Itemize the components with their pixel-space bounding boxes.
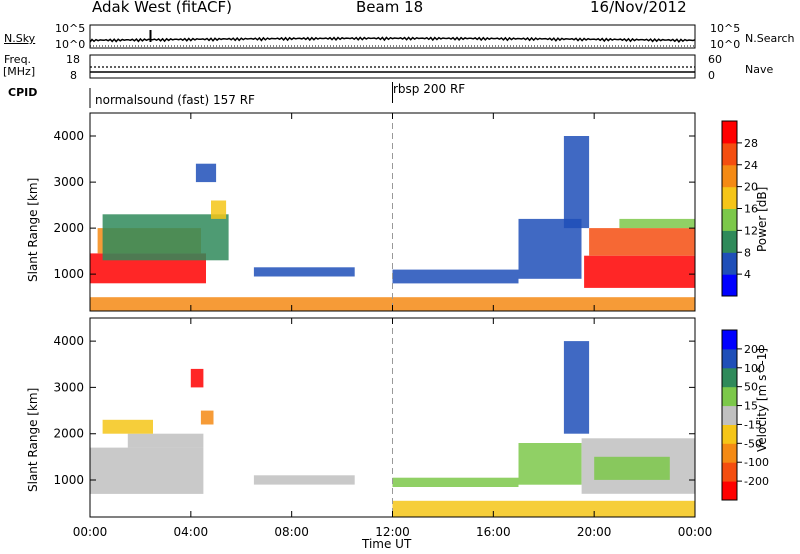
power-colorbar-tick-label: 28 bbox=[744, 137, 758, 150]
power-colorbar-segment bbox=[722, 186, 737, 209]
velocity-colorbar-segment bbox=[722, 405, 737, 425]
nave-tick-top: 60 bbox=[708, 53, 722, 66]
velocity-ytick-label: 2000 bbox=[53, 427, 84, 441]
velocity-ytick-label: 1000 bbox=[53, 473, 84, 487]
velocity-ytick-label: 4000 bbox=[53, 334, 84, 348]
cpid-segment-1: normalsound (fast) 157 RF bbox=[95, 93, 255, 107]
velocity-colorbar-segment bbox=[722, 424, 737, 444]
xtick-label: 20:00 bbox=[577, 525, 612, 539]
velocity-colorbar-tick-label: 50 bbox=[744, 381, 758, 394]
xtick-label: 08:00 bbox=[274, 525, 309, 539]
nsearch-tick-bottom: 10^0 bbox=[710, 38, 741, 51]
velocity-region-3 bbox=[190, 368, 204, 388]
power-colorbar-tick-label: 8 bbox=[744, 246, 751, 259]
power-region-2 bbox=[102, 214, 229, 261]
power-colorbar-segment bbox=[722, 121, 737, 144]
velocity-colorbar-segment bbox=[722, 386, 737, 407]
power-region-3 bbox=[195, 163, 217, 183]
velocity-colorbar-tick-label: 15 bbox=[744, 400, 758, 413]
xtick-label: 00:00 bbox=[73, 525, 108, 539]
power-colorbar-segment bbox=[722, 252, 737, 275]
power-colorbar-segment bbox=[722, 142, 737, 166]
power-ytick-label: 3000 bbox=[53, 175, 84, 189]
velocity-region-6 bbox=[392, 477, 519, 487]
nave-label: Nave bbox=[745, 63, 774, 76]
nsearch-label: N.Search bbox=[745, 32, 795, 45]
power-ytick-label: 4000 bbox=[53, 129, 84, 143]
velocity-region-5 bbox=[253, 475, 355, 485]
power-colorbar-segment bbox=[722, 164, 737, 188]
velocity-colorbar-tick-label: -100 bbox=[744, 456, 769, 469]
x-axis-title: Time UT bbox=[362, 537, 412, 551]
power-region-8 bbox=[563, 136, 590, 229]
xtick-label: 04:00 bbox=[174, 525, 209, 539]
velocity-region-8 bbox=[563, 341, 590, 434]
velocity-colorbar-tick-label: -200 bbox=[744, 475, 769, 488]
power-region-11 bbox=[619, 218, 695, 229]
power-colorbar-tick-label: 16 bbox=[744, 203, 758, 216]
velocity-colorbar-segment bbox=[722, 330, 737, 350]
power-colorbar-tick-label: 12 bbox=[744, 224, 758, 237]
power-region-10 bbox=[589, 228, 695, 256]
power-region-4 bbox=[211, 200, 227, 219]
velocity-ytick-label: 3000 bbox=[53, 380, 84, 394]
cpid-segment-2: rbsp 200 RF bbox=[393, 82, 466, 96]
power-ytick-label: 1000 bbox=[53, 267, 84, 281]
date-title: 16/Nov/2012 bbox=[590, 0, 687, 16]
power-colorbar-tick-label: 4 bbox=[744, 268, 751, 281]
velocity-colorbar-frame bbox=[721, 329, 738, 501]
velocity-region-0 bbox=[90, 447, 204, 494]
velocity-colorbar-segment bbox=[722, 367, 737, 388]
nsky-trace bbox=[89, 36, 696, 43]
velocity-region-11 bbox=[392, 500, 695, 517]
power-region-9 bbox=[584, 255, 695, 288]
freq-tick-bottom: 8 bbox=[70, 69, 77, 82]
velocity-colorbar-tick-label: -50 bbox=[744, 437, 762, 450]
freq-label: Freq. bbox=[4, 53, 32, 66]
power-region-7 bbox=[518, 218, 582, 279]
nsky-tick-top: 10^5 bbox=[55, 22, 86, 35]
nsky-tick-bottom: 10^0 bbox=[55, 38, 86, 51]
power-region-5 bbox=[253, 267, 355, 277]
power-colorbar-segment bbox=[722, 230, 737, 253]
velocity-region-2 bbox=[102, 419, 153, 434]
cpid-label: CPID bbox=[8, 86, 38, 99]
xtick-label: 00:00 bbox=[678, 525, 713, 539]
velocity-region-7 bbox=[518, 443, 582, 485]
nave-tick-bottom: 0 bbox=[708, 69, 715, 82]
velocity-colorbar-tick-label: 200 bbox=[744, 343, 765, 356]
velocity-region-4 bbox=[200, 410, 214, 425]
power-colorbar-segment bbox=[722, 208, 737, 231]
freq-tick-top: 18 bbox=[66, 53, 80, 66]
power-ytick-label: 2000 bbox=[53, 221, 84, 235]
xtick-label: 16:00 bbox=[476, 525, 511, 539]
power-colorbar-tick-label: 20 bbox=[744, 181, 758, 194]
velocity-region-1 bbox=[127, 433, 204, 448]
beam-title: Beam 18 bbox=[356, 0, 424, 16]
velocity-colorbar-tick-label: 100 bbox=[744, 362, 765, 375]
power-region-6 bbox=[392, 269, 519, 284]
station-title: Adak West (fitACF) bbox=[92, 0, 232, 16]
velocity-colorbar-segment bbox=[722, 443, 737, 463]
velocity-colorbar-tick-label: -15 bbox=[744, 418, 762, 431]
nsky-panel bbox=[89, 24, 696, 49]
power-colorbar-segment bbox=[722, 274, 737, 297]
velocity-region-10 bbox=[594, 456, 670, 480]
velocity-colorbar-segment bbox=[722, 462, 737, 482]
freq-panel bbox=[89, 54, 696, 79]
power-colorbar-tick-label: 24 bbox=[744, 159, 758, 172]
nsky-label: N.Sky bbox=[4, 32, 36, 45]
nsearch-tick-top: 10^5 bbox=[710, 22, 741, 35]
velocity-colorbar-segment bbox=[722, 481, 737, 501]
velocity-colorbar-segment bbox=[722, 348, 737, 369]
freq-units-label: [MHz] bbox=[3, 65, 36, 78]
xtick-label: 12:00 bbox=[375, 525, 410, 539]
